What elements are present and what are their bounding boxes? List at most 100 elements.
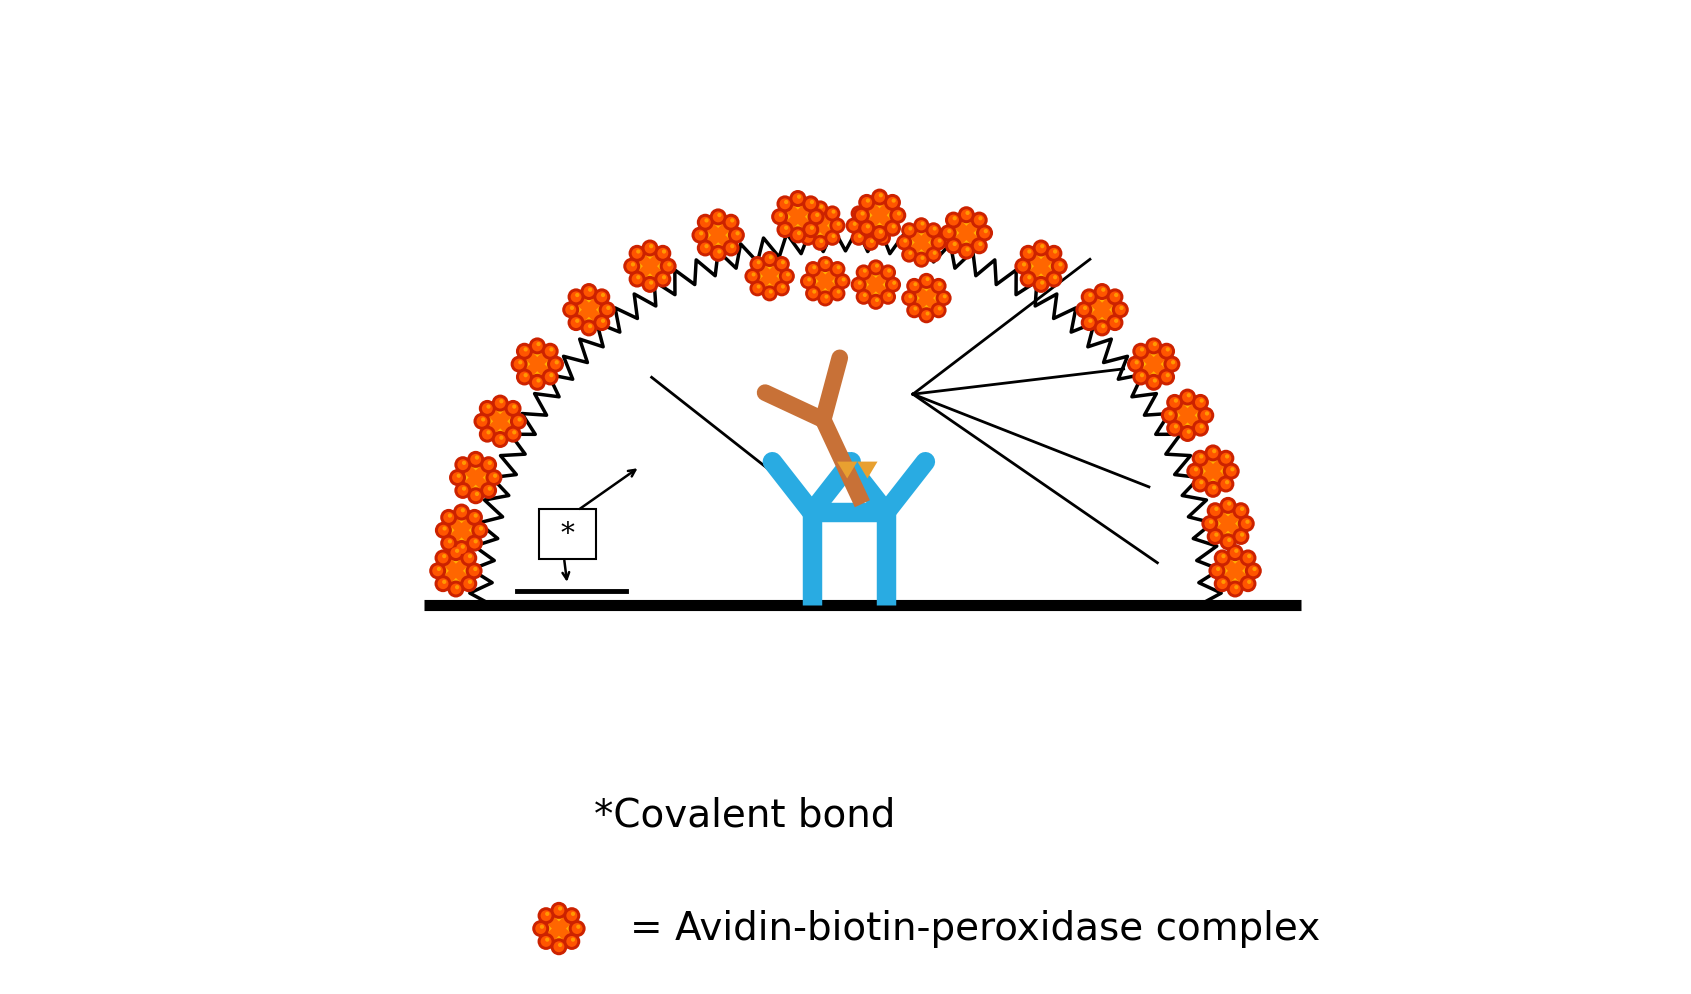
Circle shape	[546, 356, 565, 373]
Circle shape	[859, 194, 876, 211]
Circle shape	[1209, 520, 1212, 524]
Circle shape	[1053, 249, 1057, 253]
Circle shape	[1182, 428, 1194, 439]
Circle shape	[517, 417, 523, 421]
Circle shape	[857, 281, 862, 285]
Circle shape	[944, 294, 947, 298]
Circle shape	[577, 924, 580, 928]
Circle shape	[869, 205, 874, 209]
Circle shape	[1148, 377, 1158, 388]
Circle shape	[820, 258, 830, 269]
Circle shape	[1199, 480, 1204, 484]
Circle shape	[832, 234, 835, 238]
Circle shape	[879, 230, 883, 234]
Circle shape	[1248, 566, 1258, 577]
Circle shape	[654, 270, 671, 287]
Circle shape	[933, 250, 937, 254]
Circle shape	[512, 430, 516, 434]
Circle shape	[1162, 346, 1172, 357]
Circle shape	[731, 245, 734, 248]
Circle shape	[731, 219, 734, 223]
Circle shape	[780, 268, 795, 284]
Circle shape	[658, 273, 668, 284]
Circle shape	[536, 379, 541, 383]
Circle shape	[661, 249, 666, 253]
Circle shape	[457, 459, 468, 470]
Circle shape	[460, 508, 465, 512]
Circle shape	[468, 512, 480, 523]
Circle shape	[659, 257, 676, 274]
Circle shape	[1140, 347, 1145, 352]
Circle shape	[807, 234, 812, 238]
Circle shape	[903, 239, 908, 243]
Circle shape	[888, 222, 891, 226]
Circle shape	[1194, 453, 1206, 464]
Circle shape	[663, 260, 673, 271]
Circle shape	[979, 242, 982, 247]
Circle shape	[536, 923, 546, 934]
Circle shape	[1021, 262, 1026, 266]
Circle shape	[852, 207, 869, 224]
Circle shape	[1243, 579, 1253, 589]
Circle shape	[940, 225, 957, 242]
Circle shape	[468, 566, 480, 577]
Circle shape	[808, 263, 818, 274]
Circle shape	[533, 920, 550, 937]
Circle shape	[780, 199, 790, 210]
Circle shape	[555, 360, 558, 365]
Circle shape	[470, 490, 482, 501]
Circle shape	[1223, 500, 1233, 511]
Circle shape	[917, 254, 927, 264]
Circle shape	[1226, 544, 1243, 561]
Circle shape	[893, 210, 903, 221]
Circle shape	[949, 241, 959, 251]
Circle shape	[910, 305, 920, 315]
Circle shape	[906, 278, 922, 294]
Circle shape	[558, 943, 563, 947]
Circle shape	[945, 238, 962, 254]
Circle shape	[484, 459, 494, 470]
Circle shape	[815, 213, 820, 217]
Circle shape	[479, 400, 495, 416]
Circle shape	[1228, 538, 1231, 542]
Circle shape	[455, 482, 472, 499]
Circle shape	[856, 210, 867, 221]
Circle shape	[512, 405, 516, 409]
Circle shape	[952, 242, 957, 247]
Circle shape	[974, 241, 984, 251]
Circle shape	[891, 199, 896, 203]
Circle shape	[871, 262, 881, 272]
Circle shape	[1204, 444, 1221, 461]
Circle shape	[867, 259, 884, 275]
Circle shape	[1243, 553, 1253, 564]
Circle shape	[473, 413, 490, 429]
Circle shape	[1040, 245, 1045, 248]
Circle shape	[827, 209, 837, 219]
Circle shape	[1101, 324, 1106, 328]
Circle shape	[436, 567, 441, 572]
Circle shape	[1023, 273, 1033, 284]
Circle shape	[450, 547, 462, 558]
Circle shape	[893, 281, 896, 285]
Circle shape	[1199, 454, 1204, 458]
Circle shape	[862, 293, 867, 297]
Circle shape	[1194, 478, 1206, 489]
Circle shape	[793, 193, 803, 204]
Circle shape	[854, 279, 864, 290]
Circle shape	[1079, 304, 1089, 315]
Polygon shape	[837, 461, 857, 478]
Circle shape	[460, 550, 477, 567]
Circle shape	[1234, 549, 1238, 553]
Circle shape	[1187, 462, 1204, 480]
Circle shape	[805, 285, 822, 301]
Circle shape	[462, 486, 467, 491]
Circle shape	[896, 235, 911, 250]
Circle shape	[802, 221, 818, 239]
Circle shape	[1033, 240, 1050, 256]
Circle shape	[1035, 243, 1047, 253]
Circle shape	[851, 230, 867, 246]
Circle shape	[859, 291, 869, 302]
Circle shape	[884, 220, 901, 237]
Circle shape	[879, 193, 883, 198]
Circle shape	[913, 282, 918, 286]
